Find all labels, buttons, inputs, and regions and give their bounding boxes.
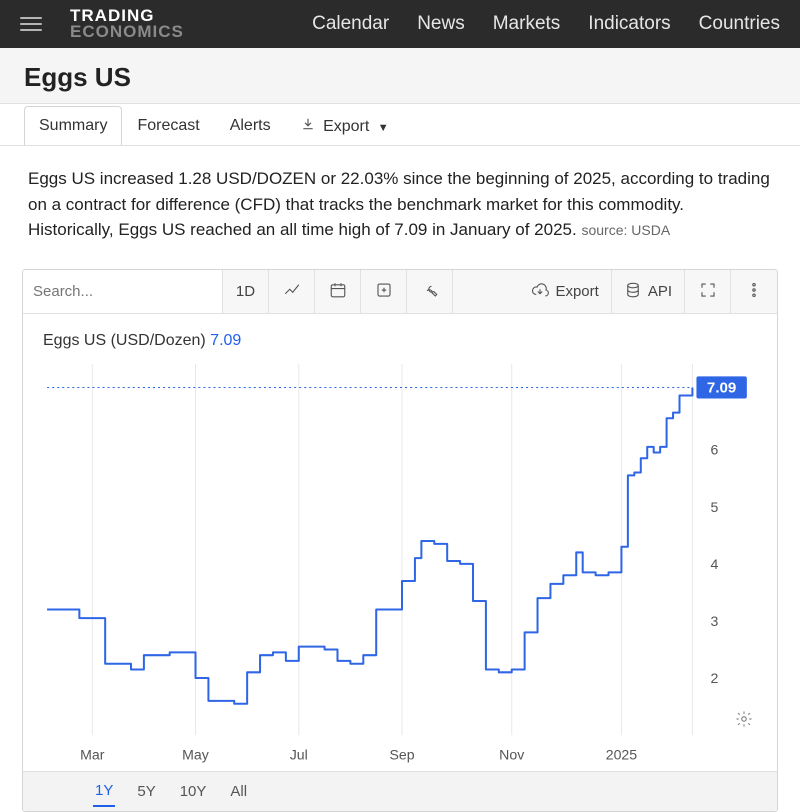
line-chart-icon (283, 281, 301, 302)
nav-calendar[interactable]: Calendar (312, 13, 389, 35)
title-bar: Eggs US (0, 48, 800, 104)
period-button[interactable]: 1D (223, 270, 269, 313)
brand-bot: ECONOMICS (70, 24, 184, 40)
search-input[interactable] (33, 283, 222, 300)
legend-value: 7.09 (210, 332, 241, 349)
calendar-button[interactable] (315, 270, 361, 313)
tab-export[interactable]: Export ▼ (286, 106, 404, 146)
svg-text:4: 4 (711, 555, 719, 571)
chart-type-button[interactable] (269, 270, 315, 313)
chart-body: Eggs US (USD/Dozen) 7.09 2 3 4 5 6 Mar May Jul S… (23, 314, 777, 771)
nav-news[interactable]: News (417, 13, 465, 35)
svg-text:Nov: Nov (499, 746, 524, 762)
api-label: API (648, 283, 672, 300)
nav-links: Calendar News Markets Indicators Countri… (312, 13, 780, 35)
svg-text:2: 2 (711, 670, 719, 686)
period-label: 1D (236, 283, 255, 300)
menu-icon[interactable] (14, 11, 48, 37)
fullscreen-icon (699, 281, 717, 302)
svg-text:7.09: 7.09 (707, 379, 736, 396)
svg-text:6: 6 (711, 441, 719, 457)
chart-card: 1D Export (22, 269, 778, 812)
svg-text:May: May (182, 746, 210, 762)
api-button[interactable]: API (612, 270, 685, 313)
database-icon (624, 281, 642, 302)
svg-text:Mar: Mar (80, 746, 105, 762)
cloud-download-icon (531, 281, 549, 302)
more-button[interactable] (731, 270, 777, 313)
gear-icon (735, 710, 753, 728)
tab-forecast[interactable]: Forecast (122, 106, 214, 145)
top-navbar: TRADING ECONOMICS Calendar News Markets … (0, 0, 800, 48)
fullscreen-button[interactable] (685, 270, 731, 313)
page-tabs: Summary Forecast Alerts Export ▼ (0, 104, 800, 146)
description-paragraph: Eggs US increased 1.28 USD/DOZEN or 22.0… (0, 146, 800, 253)
svg-text:3: 3 (711, 612, 719, 628)
tools-button[interactable] (407, 270, 453, 313)
tab-summary[interactable]: Summary (24, 106, 122, 145)
chart-svg: 2 3 4 5 6 Mar May Jul Sep Nov 2025 7.09 (37, 358, 763, 771)
more-vertical-icon (745, 281, 763, 302)
plot-area[interactable]: 2 3 4 5 6 Mar May Jul Sep Nov 2025 7.09 (37, 358, 763, 771)
settings-gear-button[interactable] (735, 710, 753, 733)
chart-toolbar: 1D Export (23, 270, 777, 314)
legend-label: Eggs US (USD/Dozen) (43, 332, 206, 349)
add-button[interactable] (361, 270, 407, 313)
source-name: USDA (631, 222, 670, 238)
wrench-icon (421, 281, 439, 302)
caret-down-icon: ▼ (378, 122, 389, 134)
nav-indicators[interactable]: Indicators (588, 13, 670, 35)
plus-icon (375, 281, 393, 302)
nav-countries[interactable]: Countries (699, 13, 780, 35)
tab-export-label: Export (323, 118, 369, 135)
range-1y[interactable]: 1Y (93, 776, 115, 807)
brand-logo[interactable]: TRADING ECONOMICS (70, 8, 184, 40)
page-title: Eggs US (24, 62, 776, 93)
source-prefix: source: (581, 222, 627, 238)
svg-text:Sep: Sep (389, 746, 414, 762)
range-selector: 1Y 5Y 10Y All (23, 771, 777, 811)
chart-legend: Eggs US (USD/Dozen) 7.09 (43, 332, 763, 350)
export-label: Export (555, 283, 598, 300)
svg-text:5: 5 (711, 498, 719, 514)
svg-text:2025: 2025 (606, 746, 638, 762)
svg-text:Jul: Jul (290, 746, 308, 762)
calendar-icon (329, 281, 347, 302)
tab-alerts[interactable]: Alerts (215, 106, 286, 145)
search-wrap (23, 270, 223, 313)
nav-markets[interactable]: Markets (493, 13, 561, 35)
export-button[interactable]: Export (519, 270, 611, 313)
download-icon (301, 118, 319, 135)
